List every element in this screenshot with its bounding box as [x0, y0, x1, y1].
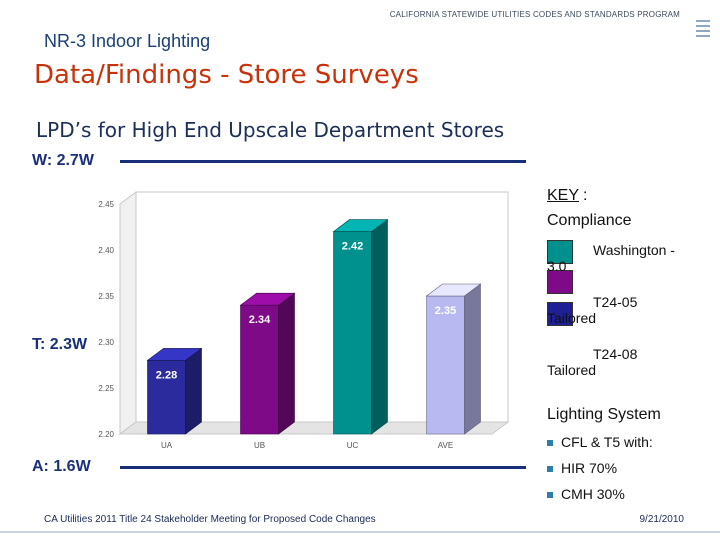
- lighting-bullet: CFL & T5 with:: [547, 434, 653, 450]
- bullet-square-icon: [547, 466, 553, 473]
- key-swatch-t24-05: [547, 270, 573, 294]
- key-title: KEY: [547, 187, 580, 204]
- annotation-w-line: [120, 160, 526, 163]
- bullet-square-icon: [547, 492, 553, 499]
- bar-ub: [240, 304, 279, 435]
- bar-chart: 2.20 2.25 2.30 2.35 2.40 2.45 2.28 UA 2.34 UB 2.42…: [98, 191, 510, 450]
- section-subtitle: NR-3 Indoor Lighting: [44, 31, 211, 51]
- y-tick-label: 2.45: [98, 200, 114, 209]
- annotation-w: W: 2.7W: [32, 152, 94, 169]
- bar-side-ub: [278, 292, 295, 435]
- bar-side-uc: [371, 219, 388, 435]
- bar-top-ave: [425, 283, 482, 297]
- bar-side-ua: [185, 347, 202, 435]
- key-item-line1: T24-05: [593, 294, 638, 310]
- y-tick-label: 2.25: [98, 384, 114, 393]
- key-item-t24-05: T24-05 Tailored: [547, 294, 697, 326]
- bar-value-label: 2.42: [342, 241, 363, 253]
- footer-text: CA Utilities 2011 Title 24 Stakeholder M…: [44, 514, 376, 525]
- x-tick-label: AVE: [438, 441, 453, 450]
- key-title-colon: :: [583, 187, 588, 204]
- program-banner: CALIFORNIA STATEWIDE UTILITIES CODES AND…: [389, 10, 680, 19]
- key-item-line2: 3.0: [547, 258, 567, 274]
- bar-top-ub: [239, 292, 296, 306]
- key-item-line2: Tailored: [547, 310, 597, 326]
- x-tick-label: UC: [347, 441, 359, 450]
- bar-side-ave: [464, 283, 481, 435]
- bar-top-ua: [146, 348, 203, 361]
- footer-divider: [0, 531, 720, 533]
- key-item-washington: Washington - 3.0: [547, 242, 697, 274]
- annotation-t: T: 2.3W: [32, 336, 88, 353]
- bar-value-label: 2.34: [249, 314, 271, 326]
- slide-title: Data/Findings - Store Surveys: [34, 60, 419, 90]
- annotation-a: A: 1.6W: [32, 458, 91, 475]
- x-tick-label: UB: [254, 441, 265, 450]
- chart-side-wall: [119, 191, 137, 435]
- annotation-a-line: [120, 466, 526, 469]
- lighting-bullet: CMH 30%: [547, 486, 625, 502]
- footer-date: 9/21/2010: [639, 514, 685, 525]
- bar-uc: [333, 231, 372, 435]
- lighting-bullet: HIR 70%: [547, 460, 617, 476]
- slide-heading: LPD’s for High End Upscale Department St…: [36, 118, 505, 142]
- bar-top-uc: [332, 219, 389, 232]
- y-tick-label: 2.35: [98, 292, 114, 301]
- y-tick-label: 2.30: [98, 338, 114, 347]
- lighting-system-title: Lighting System: [547, 406, 661, 423]
- key-swatch-t24-08: [547, 302, 573, 326]
- x-tick-label: UA: [161, 441, 173, 450]
- bullet-square-icon: [547, 440, 553, 447]
- bar-value-label: 2.28: [156, 369, 177, 381]
- key-item-line1: T24-08: [593, 346, 638, 362]
- y-tick-label: 2.20: [98, 430, 114, 439]
- bar-value-label: 2.35: [435, 305, 456, 317]
- key-swatch-washington: [547, 240, 573, 264]
- key-item-line2: Tailored: [547, 362, 597, 378]
- menu-lines-icon: [696, 20, 710, 44]
- key-subtitle: Compliance: [547, 212, 632, 229]
- y-tick-label: 2.40: [98, 246, 114, 255]
- key-item-t24-08: T24-08 Tailored: [547, 346, 697, 378]
- key-item-line1: Washington -: [593, 242, 675, 258]
